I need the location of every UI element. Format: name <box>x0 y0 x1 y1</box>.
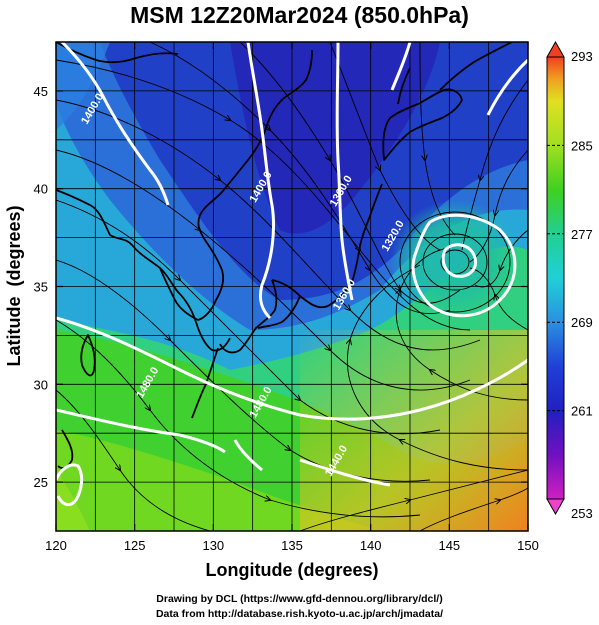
y-tick-label: 25 <box>34 475 48 490</box>
y-axis-label: Latitude (degrees) <box>4 205 24 366</box>
x-axis-label: Longitude (degrees) <box>205 560 378 580</box>
x-tick-label: 145 <box>438 538 460 553</box>
colorbar-tick-label: 277 <box>571 227 593 242</box>
x-tick-label: 150 <box>517 538 539 553</box>
colorbar-tick-labels: 293 285 277 269 261 253 <box>571 49 593 521</box>
credit-line-drawing: Drawing by DCL (https://www.gfd-dennou.o… <box>156 593 443 605</box>
y-tick-label: 40 <box>34 182 48 197</box>
colorbar: 293 285 277 269 261 253 <box>546 40 593 521</box>
colorbar-tick-label: 285 <box>571 138 593 153</box>
y-tick-label: 45 <box>34 84 48 99</box>
x-tick-label: 125 <box>124 538 146 553</box>
colorbar-lower-arrow <box>546 498 565 516</box>
colorbar-scale <box>546 56 565 500</box>
axis-tick-labels: 120 125 130 135 140 145 150 25 30 35 40 45 <box>34 84 539 553</box>
x-tick-label: 120 <box>45 538 67 553</box>
axis-ticks <box>55 42 529 531</box>
map-title: MSM 12Z20Mar2024 (850.0hPa) <box>130 2 469 28</box>
credit-line-data: Data from http://database.rish.kyoto-u.a… <box>155 608 444 620</box>
colorbar-ticks <box>547 56 564 500</box>
colorbar-tick-label: 253 <box>571 506 593 521</box>
y-tick-label: 30 <box>34 377 48 392</box>
colorbar-upper-arrow <box>546 40 565 58</box>
x-tick-label: 140 <box>360 538 382 553</box>
x-tick-label: 135 <box>281 538 303 553</box>
x-tick-label: 130 <box>202 538 224 553</box>
y-tick-label: 35 <box>34 280 48 295</box>
colorbar-tick-label: 269 <box>571 315 593 330</box>
colorbar-tick-label: 293 <box>571 49 593 64</box>
height-contours <box>56 42 528 507</box>
colorbar-tick-label: 261 <box>571 404 593 419</box>
